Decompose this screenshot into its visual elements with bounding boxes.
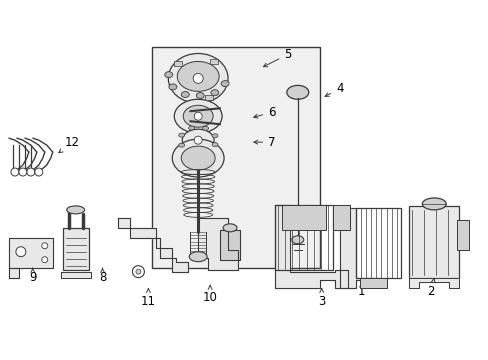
Circle shape xyxy=(16,247,26,257)
Bar xyxy=(220,230,240,260)
Circle shape xyxy=(194,136,202,144)
Ellipse shape xyxy=(168,84,177,90)
Bar xyxy=(204,95,213,100)
Text: 5: 5 xyxy=(263,48,291,67)
Circle shape xyxy=(41,257,48,263)
Polygon shape xyxy=(198,218,238,270)
Circle shape xyxy=(136,269,141,274)
Ellipse shape xyxy=(221,81,229,86)
Ellipse shape xyxy=(172,139,224,177)
Bar xyxy=(359,278,386,288)
Ellipse shape xyxy=(188,126,194,130)
Polygon shape xyxy=(9,268,19,278)
Circle shape xyxy=(27,168,35,176)
Ellipse shape xyxy=(183,105,213,127)
Ellipse shape xyxy=(291,236,303,244)
Text: 7: 7 xyxy=(253,136,275,149)
Polygon shape xyxy=(274,205,347,288)
Bar xyxy=(210,59,218,64)
Ellipse shape xyxy=(188,150,194,154)
Bar xyxy=(281,205,325,230)
Text: 8: 8 xyxy=(99,268,106,284)
Ellipse shape xyxy=(422,198,446,210)
Bar xyxy=(152,46,319,268)
Text: 4: 4 xyxy=(325,82,343,96)
Polygon shape xyxy=(339,208,379,288)
Circle shape xyxy=(35,168,42,176)
Ellipse shape xyxy=(189,252,207,262)
Polygon shape xyxy=(408,278,458,288)
Bar xyxy=(173,60,182,66)
Ellipse shape xyxy=(66,206,84,214)
Circle shape xyxy=(19,168,27,176)
Ellipse shape xyxy=(177,62,219,91)
Text: 3: 3 xyxy=(317,289,325,308)
Text: 2: 2 xyxy=(427,279,434,298)
Bar xyxy=(456,220,468,250)
Ellipse shape xyxy=(178,143,184,147)
Ellipse shape xyxy=(286,85,308,99)
Polygon shape xyxy=(61,272,90,278)
Bar xyxy=(274,205,332,270)
Ellipse shape xyxy=(196,93,204,99)
Text: 1: 1 xyxy=(357,279,365,298)
Ellipse shape xyxy=(210,90,218,96)
Ellipse shape xyxy=(202,150,208,154)
Polygon shape xyxy=(332,205,349,230)
Text: 12: 12 xyxy=(59,136,80,153)
Ellipse shape xyxy=(168,54,227,103)
Bar xyxy=(355,208,401,278)
Circle shape xyxy=(11,168,19,176)
Circle shape xyxy=(193,73,203,84)
Text: 9: 9 xyxy=(29,268,37,284)
Ellipse shape xyxy=(223,224,237,232)
Text: 10: 10 xyxy=(203,285,217,304)
Bar xyxy=(62,228,88,270)
Circle shape xyxy=(41,243,48,249)
Ellipse shape xyxy=(212,134,218,138)
Ellipse shape xyxy=(202,126,208,130)
Ellipse shape xyxy=(182,129,214,151)
Ellipse shape xyxy=(181,146,215,170)
Ellipse shape xyxy=(178,133,184,137)
Ellipse shape xyxy=(212,143,218,147)
Ellipse shape xyxy=(181,91,189,98)
Polygon shape xyxy=(9,238,53,268)
Bar xyxy=(408,206,458,278)
Text: 11: 11 xyxy=(141,289,156,308)
Circle shape xyxy=(132,266,144,278)
Text: 6: 6 xyxy=(253,106,275,119)
Polygon shape xyxy=(118,218,188,272)
Circle shape xyxy=(194,112,202,120)
Ellipse shape xyxy=(174,99,222,133)
Ellipse shape xyxy=(164,72,172,78)
